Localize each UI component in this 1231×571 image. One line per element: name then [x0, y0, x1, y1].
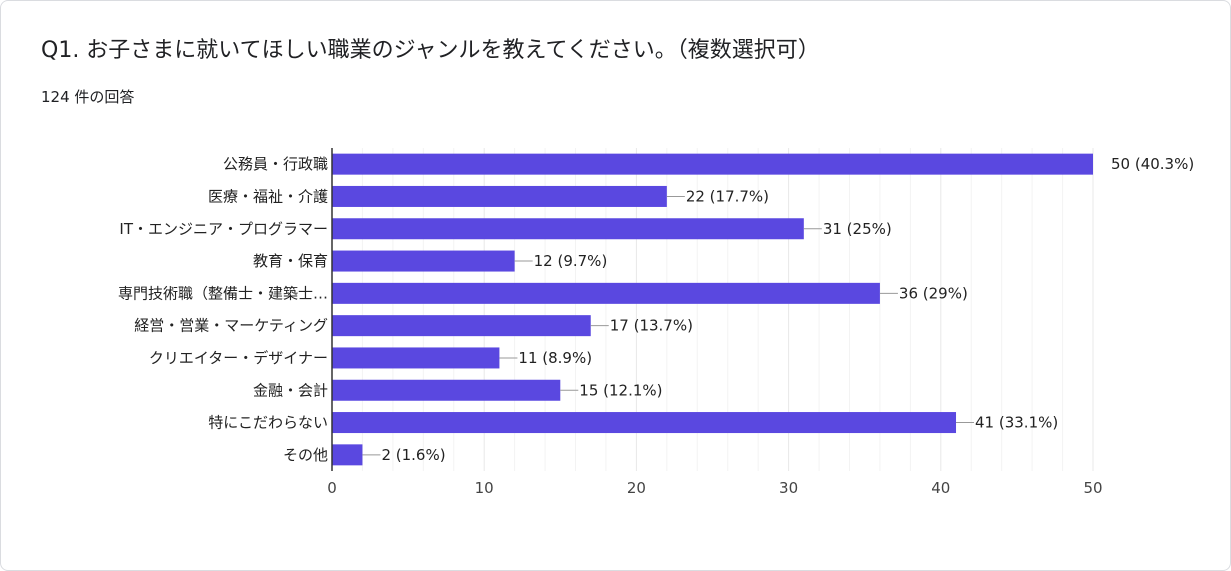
category-label: 経営・営業・マーケティング: [134, 317, 328, 335]
x-tick-label: 40: [931, 479, 950, 497]
data-label: 12 (9.7%): [534, 252, 608, 270]
bar: [332, 282, 880, 304]
bar: [332, 315, 591, 337]
data-label: 11 (8.9%): [518, 349, 592, 367]
category-label: 公務員・行政職: [223, 155, 328, 173]
x-tick-label: 20: [627, 479, 646, 497]
bar: [332, 379, 561, 401]
data-label: 2 (1.6%): [381, 446, 445, 464]
category-label: 金融・会計: [253, 381, 328, 399]
bar: [332, 218, 804, 240]
data-label: 36 (29%): [899, 284, 968, 302]
category-label: 医療・福祉・介護: [208, 187, 328, 205]
x-tick-label: 0: [327, 479, 337, 497]
data-label: 50 (40.3%): [1111, 155, 1194, 173]
question-title: Q1. お子さまに就いてほしい職業のジャンルを教えてください。（複数選択可）: [41, 38, 820, 63]
response-count: 124 件の回答: [41, 88, 135, 106]
bar: [332, 153, 1093, 175]
category-label: その他: [283, 446, 328, 464]
x-tick-label: 30: [779, 479, 798, 497]
x-tick-label: 50: [1083, 479, 1102, 497]
category-label: 特にこだわらない: [208, 414, 328, 432]
data-label: 41 (33.1%): [975, 414, 1058, 432]
bar: [332, 347, 500, 369]
bar: [332, 444, 363, 466]
category-label: クリエイター・デザイナー: [149, 349, 328, 367]
x-tick-label: 10: [475, 479, 494, 497]
category-label: 専門技術職（整備士・建築士…: [118, 284, 328, 302]
category-label: IT・エンジニア・プログラマー: [119, 220, 328, 238]
data-label: 31 (25%): [823, 220, 892, 238]
data-label: 15 (12.1%): [579, 381, 662, 399]
bar: [332, 185, 667, 207]
bar: [332, 412, 957, 434]
bar: [332, 250, 515, 272]
category-label: 教育・保育: [253, 252, 328, 270]
data-label: 22 (17.7%): [686, 187, 769, 205]
data-label: 17 (13.7%): [610, 317, 693, 335]
